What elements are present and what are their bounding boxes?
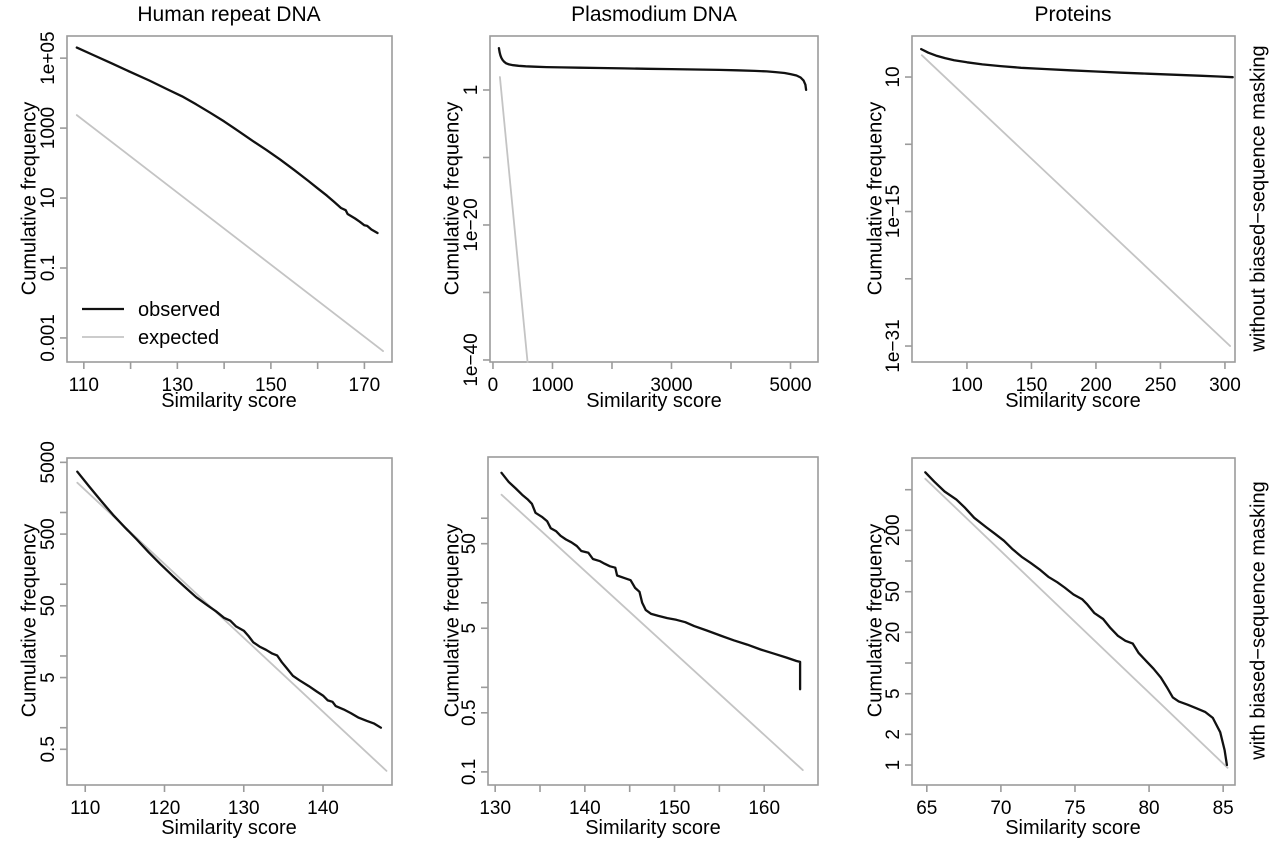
- x-axis-label: Similarity score: [161, 390, 297, 412]
- y-tick-label: 10: [883, 66, 904, 87]
- observed-curve: [497, 46, 808, 92]
- x-tick-label: 80: [1138, 798, 1159, 819]
- observed-curve: [924, 471, 1229, 767]
- x-tick-label: 65: [916, 798, 937, 819]
- y-tick-label: 5: [883, 688, 904, 699]
- y-tick-label: 2: [883, 729, 904, 740]
- legend-label-expected: expected: [138, 327, 219, 349]
- observed-curve: [76, 470, 383, 729]
- y-tick-label: 1e−40: [461, 333, 482, 386]
- x-tick-label: 150: [1016, 375, 1048, 396]
- x-tick-label: 140: [307, 798, 339, 819]
- y-tick-label: 50: [38, 595, 59, 616]
- x-tick-label: 110: [69, 375, 99, 396]
- panel-proteins-unmasked: 100 150 200 250 300 10 1e−15 1e−31: [883, 35, 1241, 396]
- x-tick-label: 100: [951, 375, 983, 396]
- y-tick-label: 0.001: [38, 314, 59, 362]
- panel-proteins-masked: 65 70 75 80 85 200 50 20 5 2 1: [883, 457, 1236, 819]
- panel-plasmodium-dna-masked: 130 140 150 160 50 5 0.5 0.1: [459, 456, 819, 819]
- x-tick-label: 5000: [769, 375, 811, 396]
- y-tick-label: 1e+05: [38, 31, 59, 84]
- observed-curve: [920, 47, 1234, 79]
- y-tick-label: 1e−31: [883, 319, 904, 372]
- plot-frame: [911, 35, 1236, 363]
- plot-frame: [911, 457, 1236, 786]
- expected-curve: [924, 477, 1229, 769]
- x-tick-label: 1000: [531, 375, 573, 396]
- x-tick-label: 300: [1209, 375, 1241, 396]
- y-tick-label: 1e−15: [883, 185, 904, 238]
- expected-curve: [498, 76, 529, 363]
- expected-curve: [920, 54, 1231, 347]
- row-label-without-masking: without biased−sequence masking: [1247, 45, 1270, 352]
- x-tick-label: 130: [228, 798, 260, 819]
- panel-title-proteins: Proteins: [1034, 3, 1112, 26]
- x-tick-label: 150: [255, 375, 287, 396]
- x-tick-label: 200: [1080, 375, 1112, 396]
- y-axis-label: Cumulative frequency: [864, 101, 887, 296]
- y-tick-label: 50: [459, 533, 480, 554]
- x-tick-label: 110: [70, 798, 100, 819]
- y-tick-label: 1e−20: [461, 198, 482, 251]
- row-label-with-masking: with biased−sequence masking: [1247, 481, 1270, 760]
- x-tick-label: 130: [479, 798, 511, 819]
- y-tick-label: 10: [38, 187, 59, 208]
- y-tick-label: 1: [883, 760, 904, 771]
- y-axis-label: Cumulative frequency: [441, 523, 464, 718]
- observed-curve: [75, 46, 379, 235]
- x-tick-label: 170: [349, 375, 381, 396]
- x-axis-label: Similarity score: [1005, 817, 1141, 839]
- expected-curve: [500, 493, 804, 771]
- y-tick-label: 1: [461, 85, 482, 96]
- plot-frame: [66, 35, 393, 363]
- panel-title-plasmodium-dna: Plasmodium DNA: [571, 3, 737, 26]
- y-tick-label: 5: [38, 672, 59, 683]
- x-tick-label: 3000: [650, 375, 692, 396]
- y-tick-label: 5000: [38, 441, 59, 483]
- y-tick-label: 50: [883, 581, 904, 602]
- x-tick-label: 140: [569, 798, 601, 819]
- x-tick-label: 0: [488, 375, 499, 396]
- plot-frame: [66, 457, 393, 786]
- y-tick-label: 20: [883, 622, 904, 643]
- panel-title-human-repeat-dna: Human repeat DNA: [137, 3, 321, 26]
- y-axis-label: Cumulative frequency: [864, 523, 887, 718]
- y-tick-label: 0.1: [459, 759, 480, 785]
- x-tick-label: 160: [748, 798, 780, 819]
- x-axis-label: Similarity score: [585, 817, 721, 839]
- y-tick-label: 500: [38, 518, 59, 550]
- x-axis-label: Similarity score: [1005, 390, 1141, 412]
- y-tick-label: 0.1: [38, 255, 59, 281]
- x-axis-label: Similarity score: [161, 817, 297, 839]
- y-tick-label: 0.5: [38, 736, 59, 762]
- x-tick-label: 120: [149, 798, 181, 819]
- x-tick-label: 75: [1064, 798, 1085, 819]
- y-axis-label: Cumulative frequency: [441, 101, 464, 296]
- x-tick-label: 250: [1145, 375, 1177, 396]
- expected-curve: [75, 114, 385, 353]
- legend-label-observed: observed: [138, 299, 220, 321]
- y-tick-label: 200: [883, 514, 904, 546]
- x-tick-label: 70: [990, 798, 1011, 819]
- x-tick-label: 130: [162, 375, 194, 396]
- y-tick-label: 0.5: [459, 700, 480, 726]
- x-axis-label: Similarity score: [586, 390, 722, 412]
- plot-frame: [489, 35, 819, 363]
- plot-frame: [487, 456, 819, 786]
- x-tick-label: 85: [1213, 798, 1234, 819]
- panel-plasmodium-dna-unmasked: 0 1000 3000 5000 1 1e−20 1e−40: [461, 35, 819, 396]
- panel-human-repeat-dna-masked: 110 120 130 140 5000 500 50 5 0.5: [38, 441, 393, 819]
- y-axis-label: Cumulative frequency: [18, 523, 41, 718]
- y-tick-label: 1000: [38, 107, 59, 149]
- observed-curve: [500, 471, 802, 691]
- x-tick-label: 150: [659, 798, 691, 819]
- y-tick-label: 5: [459, 623, 480, 634]
- y-axis-label: Cumulative frequency: [18, 101, 41, 296]
- panel-human-repeat-dna-unmasked: 110 130 150 170 1e+05 1000 10 0.1 0.001 observed e…: [38, 31, 393, 396]
